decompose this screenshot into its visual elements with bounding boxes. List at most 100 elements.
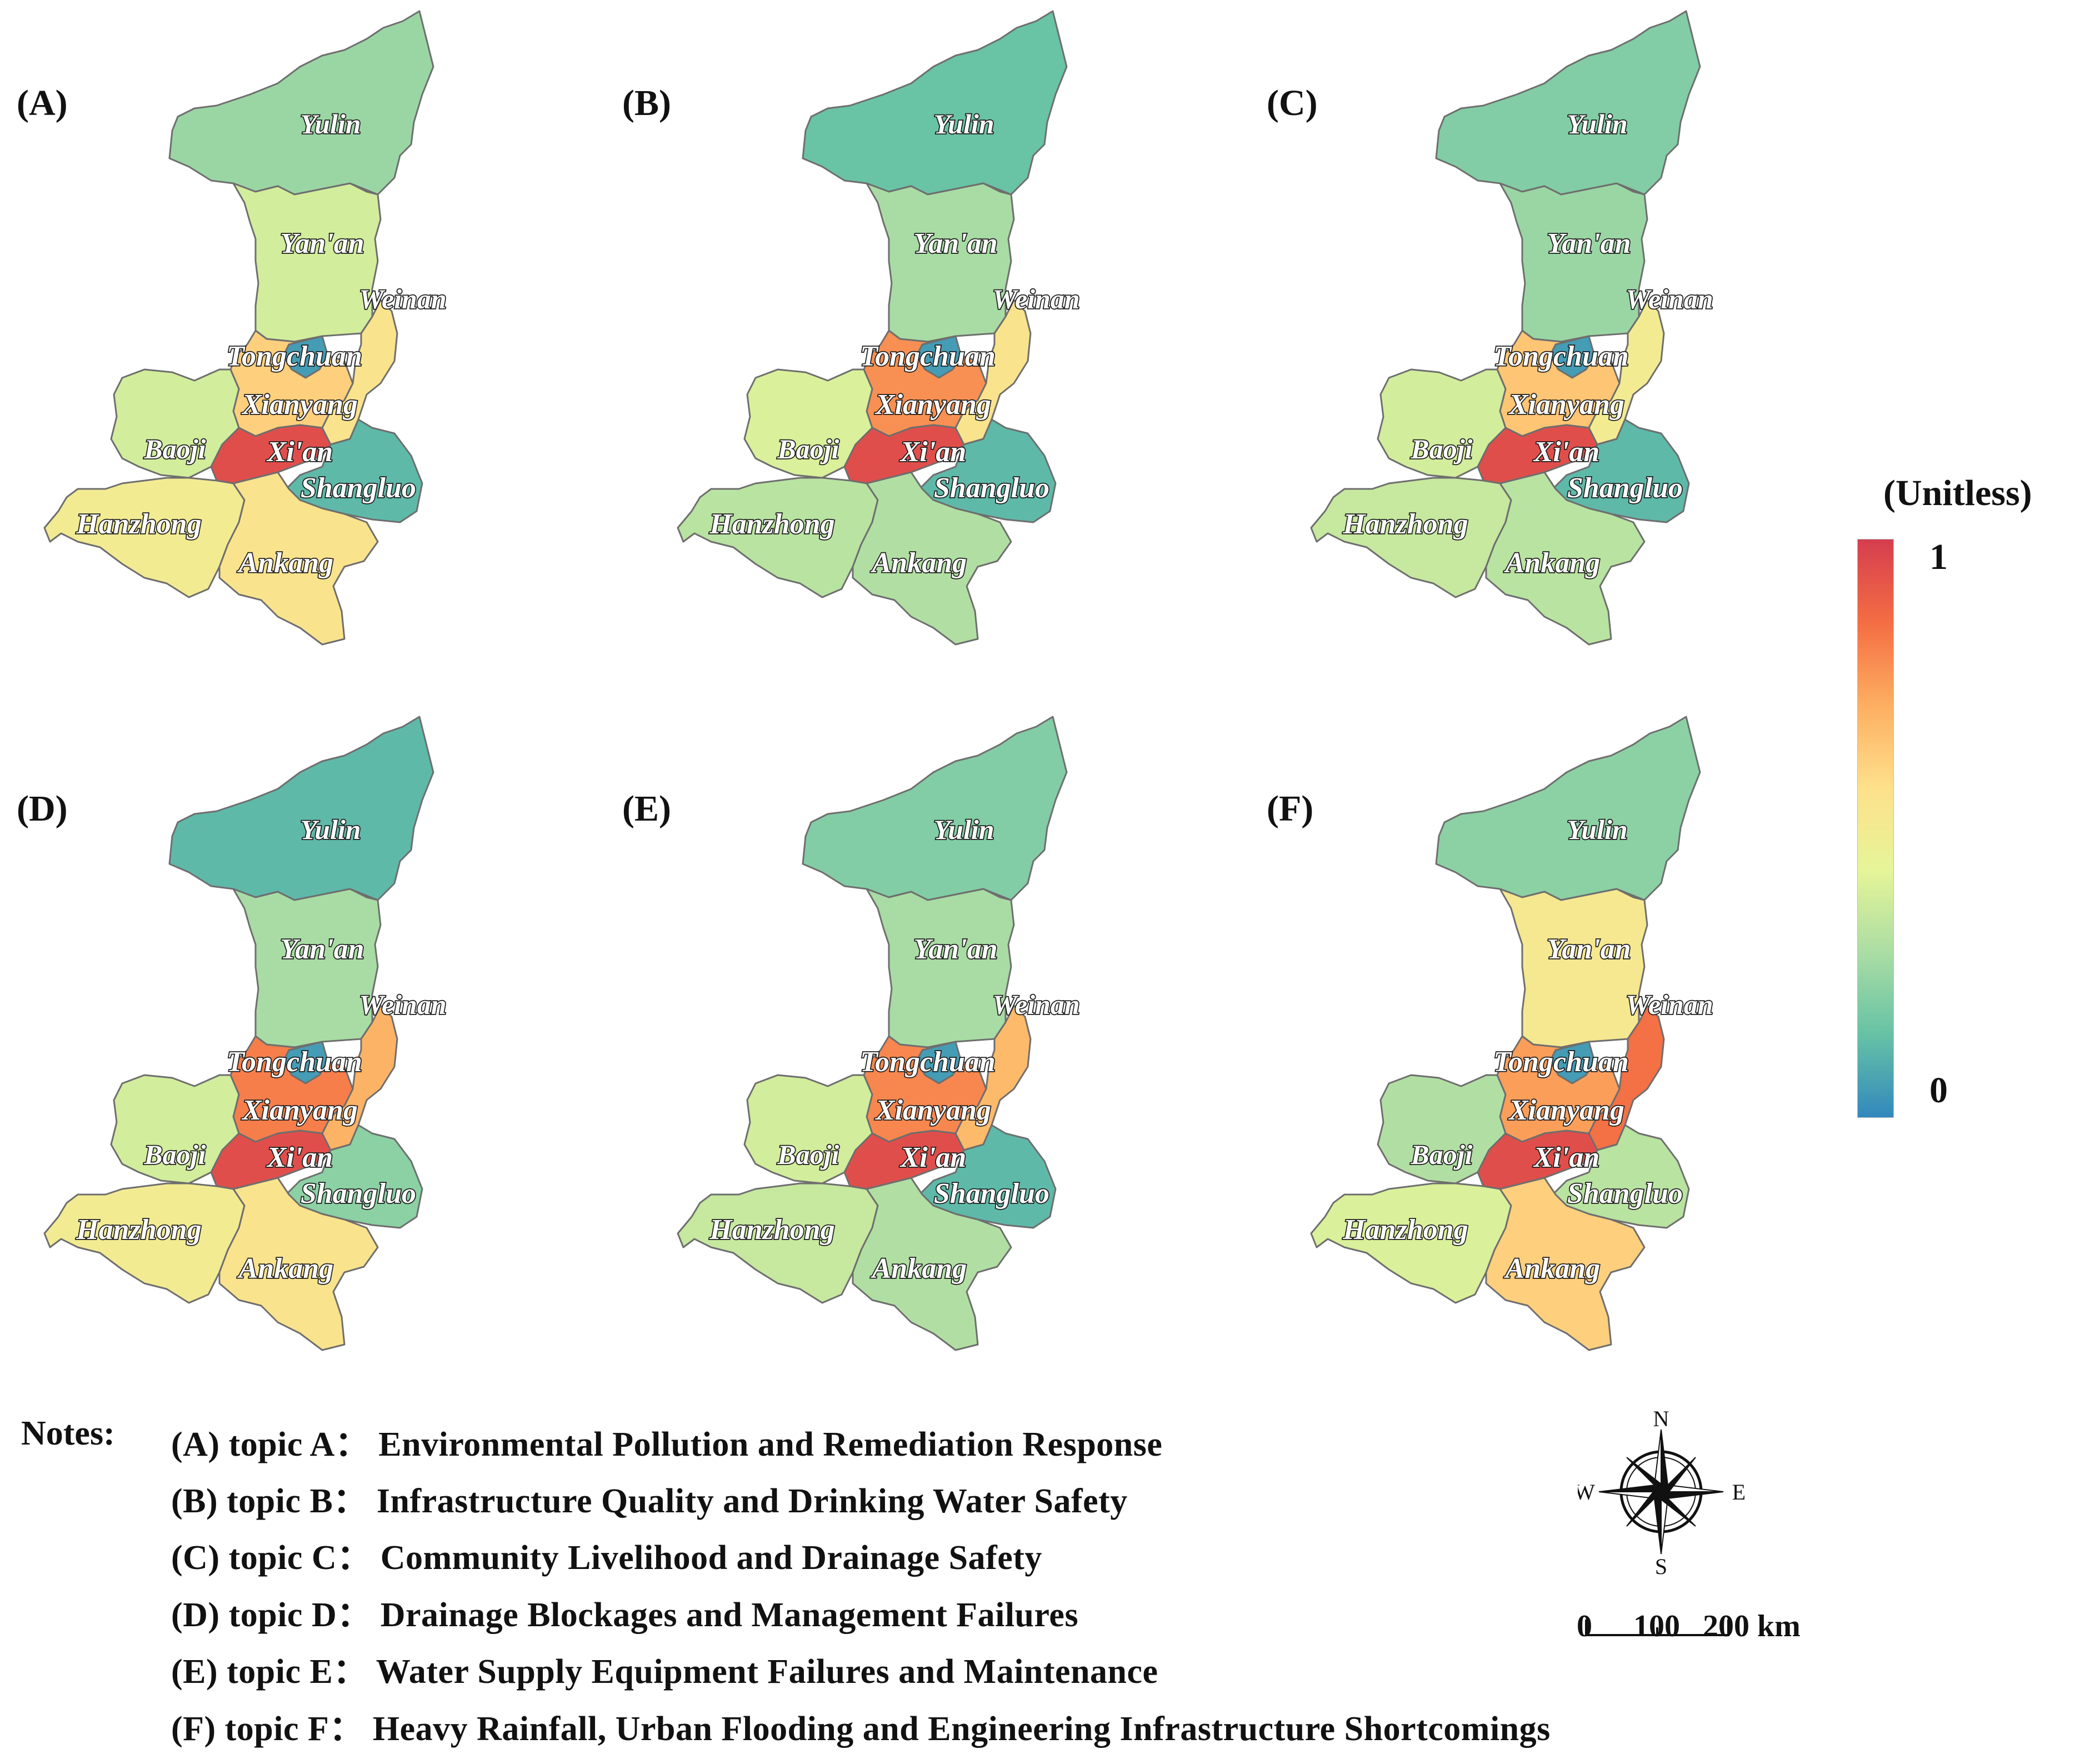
- label-xianyang-e: Xianyang: [874, 1095, 991, 1126]
- label-xianyang-b: Xianyang: [874, 389, 991, 421]
- label-yulin-f: Yulin: [1567, 814, 1627, 845]
- label-hanzhong-d: Hanzhong: [76, 1214, 201, 1246]
- label-yanan-d: Yan'an: [280, 933, 364, 965]
- region-shangluo-e: [918, 1124, 1057, 1229]
- label-weinan-a: Weinan: [359, 283, 446, 314]
- label-yanan-a: Yan'an: [280, 228, 364, 259]
- label-shangluo-e: Shangluo: [934, 1178, 1049, 1210]
- map-panel-c: Yulin Yan'an Weinan Tongchuan Xianyang Baoji X…: [1310, 10, 1714, 646]
- region-yulin-e: [802, 716, 1068, 901]
- label-yulin-a: Yulin: [300, 108, 361, 139]
- region-yanan-b: [866, 182, 1015, 343]
- label-ankang-f: Ankang: [1504, 1253, 1601, 1285]
- notes-heading: Notes:: [21, 1415, 115, 1452]
- region-hanzhong-a: [43, 477, 246, 598]
- region-yulin-c: [1435, 10, 1701, 196]
- label-xian-d: Xi'an: [266, 1142, 333, 1173]
- label-xian-c: Xi'an: [1533, 436, 1600, 468]
- label-yanan-c: Yan'an: [1547, 228, 1631, 259]
- region-shangluo-f: [1552, 1124, 1690, 1229]
- panel-letter-c: (C): [1267, 83, 1318, 123]
- panel-letter-b: (B): [622, 83, 671, 123]
- label-tongchuan-b: Tongchuan: [860, 341, 996, 372]
- label-yulin-c: Yulin: [1567, 108, 1627, 139]
- region-hanzhong-e: [677, 1182, 879, 1304]
- label-baoji-c: Baoji: [1410, 433, 1472, 464]
- label-shangluo-d: Shangluo: [301, 1178, 416, 1210]
- region-hanzhong-b: [677, 477, 879, 598]
- region-shangluo-d: [285, 1124, 423, 1229]
- legend-max-label: 1: [1929, 537, 1948, 577]
- label-weinan-c: Weinan: [1626, 283, 1713, 314]
- compass-north-label: N: [1653, 1408, 1669, 1431]
- panel-letter-f: (F): [1267, 788, 1314, 829]
- region-shangluo-a: [285, 418, 423, 523]
- scale-label-200: 200 km: [1703, 1609, 1801, 1643]
- label-tongchuan-c: Tongchuan: [1493, 341, 1629, 372]
- region-yulin-b: [802, 10, 1068, 196]
- label-yanan-f: Yan'an: [1547, 933, 1631, 965]
- label-xianyang-d: Xianyang: [241, 1095, 358, 1126]
- region-hanzhong-d: [43, 1182, 246, 1304]
- label-weinan-e: Weinan: [992, 989, 1079, 1020]
- label-xian-b: Xi'an: [899, 436, 967, 468]
- region-yulin-a: [168, 10, 434, 196]
- label-hanzhong-b: Hanzhong: [709, 508, 834, 540]
- region-yanan-c: [1499, 182, 1648, 343]
- legend-title: (Unitless): [1883, 473, 2032, 513]
- compass-east-label: E: [1732, 1480, 1744, 1505]
- map-panel-b: Yulin Yan'an Weinan Tongchuan Xianyang Baoji X…: [677, 10, 1081, 646]
- map-panel-f: Yulin Yan'an Weinan Tongchuan Xianyang Baoji X…: [1310, 716, 1714, 1351]
- label-hanzhong-f: Hanzhong: [1342, 1214, 1468, 1246]
- compass-south-label: S: [1655, 1554, 1667, 1575]
- label-xianyang-a: Xianyang: [241, 389, 358, 421]
- panel-letter-d: (D): [17, 788, 68, 829]
- map-panel-a: Yulin Yan'an Weinan Tongchuan Xianyang Baoji X…: [43, 10, 447, 646]
- compass-west-label: W: [1578, 1480, 1595, 1505]
- region-yanan-a: [232, 182, 382, 343]
- note-line-c: (C) topic C： Community Livelihood and Dr…: [171, 1539, 1042, 1577]
- label-shangluo-b: Shangluo: [934, 472, 1049, 504]
- region-yanan-f: [1499, 888, 1648, 1048]
- label-xian-f: Xi'an: [1533, 1142, 1600, 1173]
- map-panel-d: Yulin Yan'an Weinan Tongchuan Xianyang Baoji X…: [43, 716, 447, 1351]
- label-hanzhong-e: Hanzhong: [709, 1214, 834, 1246]
- label-hanzhong-c: Hanzhong: [1342, 508, 1468, 540]
- region-yanan-d: [232, 888, 382, 1048]
- region-hanzhong-c: [1310, 477, 1512, 598]
- note-line-b: (B) topic B： Infrastructure Quality and …: [171, 1482, 1128, 1520]
- label-yulin-e: Yulin: [933, 814, 994, 845]
- label-tongchuan-e: Tongchuan: [860, 1046, 996, 1078]
- note-line-f: (F) topic F： Heavy Rainfall, Urban Flood…: [171, 1710, 1551, 1748]
- label-ankang-b: Ankang: [871, 547, 967, 579]
- region-yulin-f: [1435, 716, 1701, 901]
- legend-min-label: 0: [1929, 1070, 1948, 1111]
- panel-letter-e: (E): [622, 788, 671, 829]
- region-yanan-e: [866, 888, 1015, 1048]
- label-shangluo-c: Shangluo: [1567, 472, 1683, 504]
- label-tongchuan-d: Tongchuan: [227, 1046, 362, 1078]
- region-ankang-e: [852, 1177, 1012, 1351]
- region-ankang-d: [218, 1177, 379, 1351]
- label-yulin-d: Yulin: [300, 814, 361, 845]
- label-ankang-d: Ankang: [237, 1253, 334, 1285]
- label-baoji-f: Baoji: [1410, 1139, 1472, 1170]
- map-panel-e: Yulin Yan'an Weinan Tongchuan Xianyang Baoji X…: [677, 716, 1081, 1351]
- label-yulin-b: Yulin: [933, 108, 994, 139]
- region-ankang-c: [1485, 471, 1646, 646]
- region-hanzhong-f: [1310, 1182, 1512, 1304]
- label-weinan-b: Weinan: [992, 283, 1079, 314]
- note-line-a: (A) topic A： Environmental Pollution and…: [171, 1426, 1163, 1463]
- label-shangluo-a: Shangluo: [301, 472, 416, 504]
- region-yulin-d: [168, 716, 434, 901]
- label-ankang-c: Ankang: [1504, 547, 1601, 579]
- region-ankang-a: [218, 471, 379, 646]
- label-baoji-a: Baoji: [143, 433, 206, 464]
- label-yanan-b: Yan'an: [913, 228, 997, 259]
- label-hanzhong-a: Hanzhong: [76, 508, 201, 540]
- region-ankang-f: [1485, 1177, 1646, 1351]
- label-tongchuan-a: Tongchuan: [227, 341, 362, 372]
- label-xianyang-f: Xianyang: [1508, 1095, 1624, 1126]
- label-xian-a: Xi'an: [266, 436, 333, 468]
